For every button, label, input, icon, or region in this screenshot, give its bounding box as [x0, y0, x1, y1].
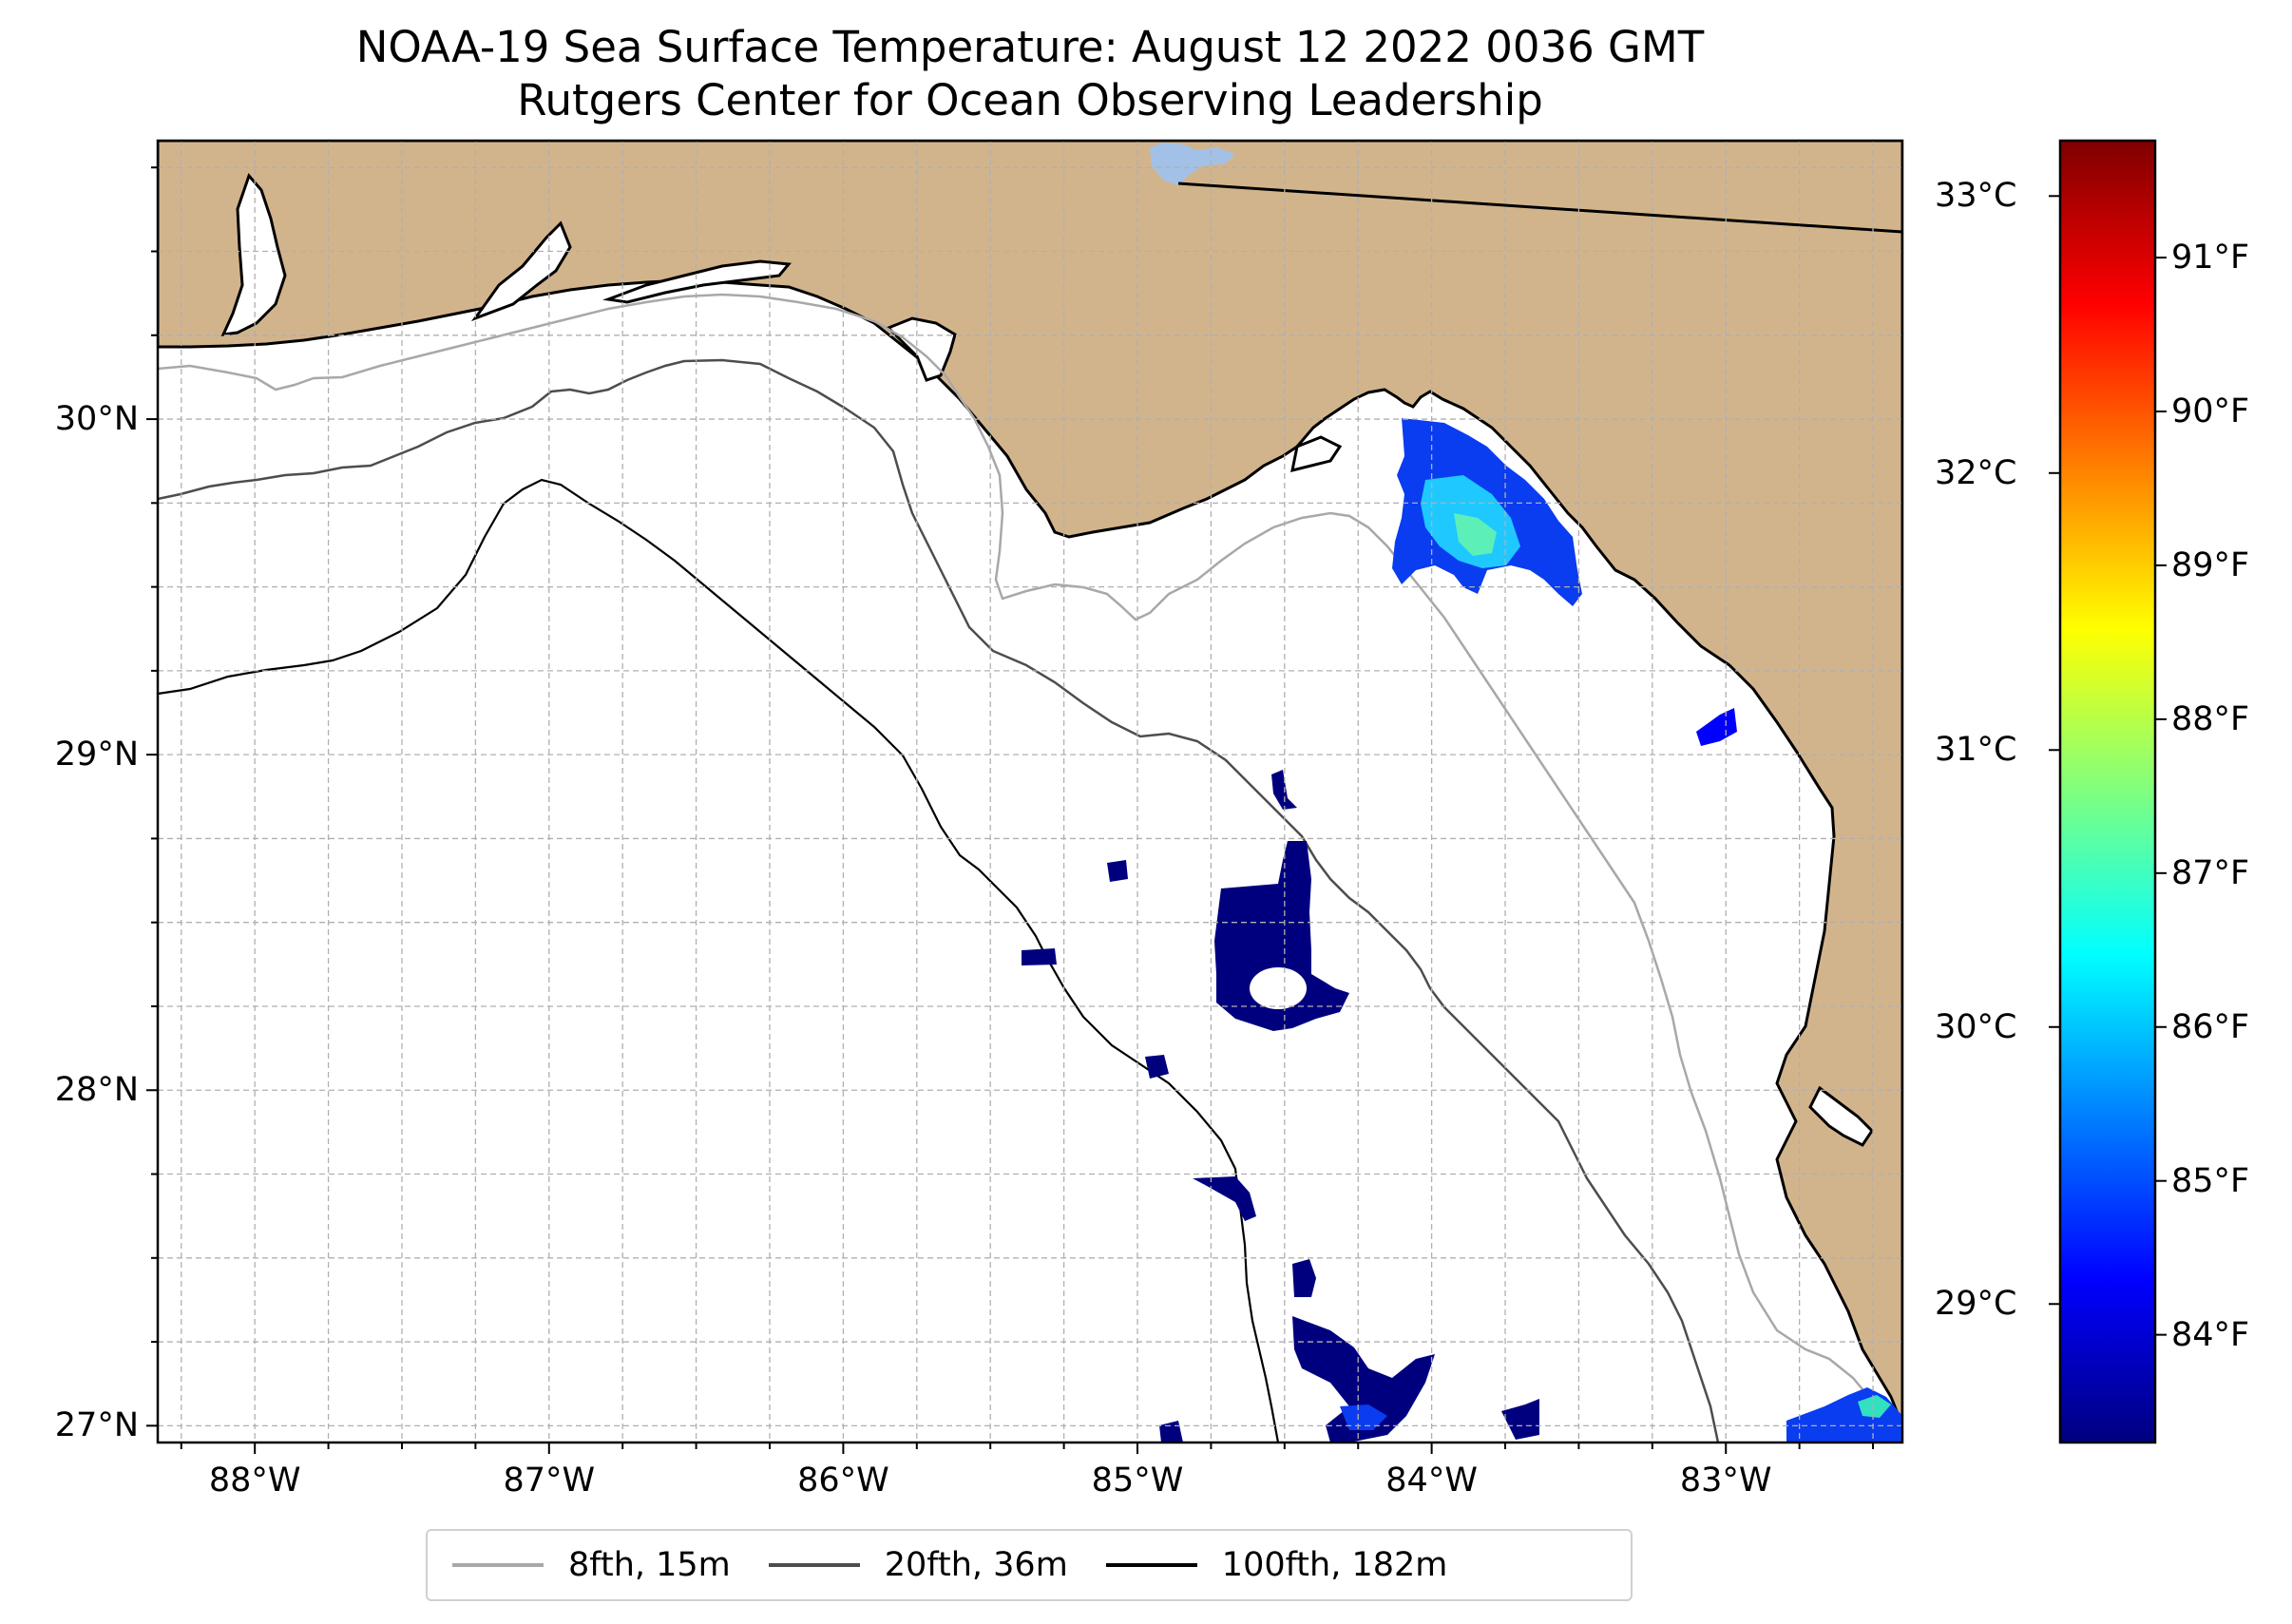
colorbar-fahrenheit-label: 91°F — [2171, 239, 2250, 277]
sst-patch-east-coast — [1696, 708, 1737, 746]
colorbar-celsius-label: 30°C — [1935, 1007, 2017, 1046]
legend-label-15m: 8fth, 15m — [568, 1546, 731, 1584]
legend-item-182m: 100fth, 182m — [1105, 1546, 1448, 1584]
lat-tick-label: 30°N — [54, 400, 139, 439]
lon-tick-label: 86°W — [797, 1462, 889, 1500]
contour-36m — [158, 358, 1720, 1442]
bay-apalachee — [1290, 435, 1343, 473]
state-border — [1177, 182, 1902, 234]
sst-patch-south-3 — [1292, 1316, 1435, 1442]
colorbar-fahrenheit-label: 84°F — [2171, 1315, 2250, 1354]
bay-mobile — [220, 173, 287, 336]
colorbar-fahrenheit-label: 87°F — [2171, 853, 2250, 892]
sst-patch-south-3b — [1340, 1404, 1387, 1430]
legend-item-36m: 20fth, 36m — [768, 1546, 1068, 1584]
lat-tick-label: 28°N — [54, 1071, 139, 1110]
sst-patch-south-1 — [1193, 1176, 1256, 1221]
map-title: NOAA-19 Sea Surface Temperature: August … — [355, 22, 1705, 72]
sst-patch-southeast-warm — [1858, 1395, 1891, 1418]
colorbar-celsius-label: 31°C — [1935, 731, 2017, 770]
contour-15m — [158, 293, 1902, 1427]
map-subtitle: Rutgers Center for Ocean Observing Leade… — [517, 75, 1543, 125]
colorbar-celsius-label: 32°C — [1935, 453, 2017, 492]
sst-patch-bigbend-warmer — [1454, 513, 1497, 556]
colorbar-celsius-label: 33°C — [1935, 177, 2017, 216]
colorbar-frame — [2058, 139, 2157, 1444]
legend-swatch-182m — [1105, 1563, 1197, 1567]
legend-item-15m: 8fth, 15m — [452, 1546, 731, 1584]
colorbar-fahrenheit-label: 88°F — [2171, 699, 2250, 738]
colorbar-fahrenheit-label: 90°F — [2171, 392, 2250, 430]
lon-tick-label: 83°W — [1679, 1462, 1772, 1500]
sst-patch-west-2 — [1022, 948, 1057, 965]
map-frame — [156, 139, 1904, 1444]
bay-choctawhatchee — [602, 259, 792, 304]
lon-tick-label: 85°W — [1091, 1462, 1184, 1500]
legend-label-182m: 100fth, 182m — [1221, 1546, 1448, 1584]
sst-patch-south-4 — [1501, 1399, 1539, 1440]
bay-st-andrew — [886, 316, 957, 382]
sst-patch-central — [1214, 841, 1349, 1031]
colorbar-fahrenheit-label: 86°F — [2171, 1007, 2250, 1046]
colorbar-celsius-label: 29°C — [1935, 1285, 2017, 1324]
lon-tick-label: 88°W — [208, 1462, 301, 1500]
colorbar-gradient — [2060, 141, 2155, 1442]
sst-patch-south-2 — [1292, 1259, 1316, 1297]
sst-patch-west-1 — [1107, 860, 1128, 882]
colorbar-fahrenheit-label: 89°F — [2171, 545, 2250, 584]
bay-tampa — [1808, 1085, 1874, 1147]
colorbar — [2049, 139, 2167, 1444]
lat-tick-label: 27°N — [54, 1406, 139, 1445]
lon-tick-label: 84°W — [1385, 1462, 1478, 1500]
bay-pensacola — [470, 220, 572, 322]
lat-tick-label: 29°N — [54, 736, 139, 774]
sst-gap — [1250, 967, 1307, 1009]
lake-inland — [1150, 143, 1235, 185]
lon-tick-label: 87°W — [503, 1462, 596, 1500]
contour-182m — [158, 478, 1280, 1442]
legend-label-36m: 20fth, 36m — [884, 1546, 1068, 1584]
legend-swatch-15m — [452, 1563, 544, 1567]
sst-patch-west-3 — [1145, 1055, 1169, 1079]
colorbar-fahrenheit-label: 85°F — [2171, 1161, 2250, 1200]
contour-legend: 8fth, 15m 20fth, 36m 100fth, 182m — [426, 1529, 1633, 1601]
legend-swatch-36m — [768, 1563, 860, 1567]
